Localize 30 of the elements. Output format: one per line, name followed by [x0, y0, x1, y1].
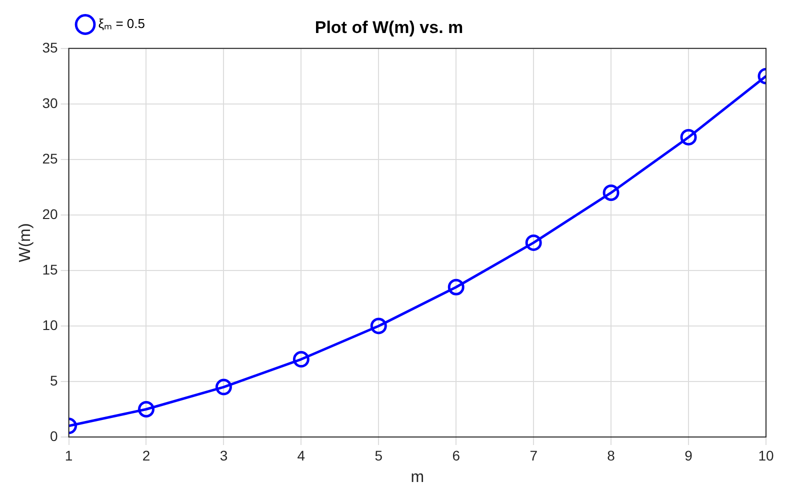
x-tick-label: 7	[530, 447, 538, 464]
y-tick-label: 20	[42, 206, 58, 222]
point	[680, 128, 697, 146]
x-tick-label: 2	[142, 447, 150, 464]
y-axis-title: W(m)	[17, 223, 34, 262]
x-axis-title: m	[410, 468, 424, 486]
point	[292, 351, 310, 368]
x-tick-label: 9	[684, 447, 693, 464]
x-tick-label: 10	[758, 447, 774, 464]
y-tick-label: 5	[50, 372, 58, 388]
y-tick-label: 0	[50, 428, 58, 444]
x-tick-label: 8	[607, 447, 616, 464]
y-tick-label: 30	[42, 94, 58, 111]
x-tick-label: 4	[297, 447, 306, 464]
x-tick-label: 6	[452, 447, 460, 464]
y-tick-label: 25	[42, 150, 58, 166]
legend-label: ξₘ = 0.5	[98, 16, 145, 32]
point	[215, 378, 232, 396]
point	[138, 400, 154, 418]
y-tick-label: 15	[42, 261, 58, 278]
y-tick-label: 10	[42, 316, 58, 333]
chart-title: Plot of W(m) vs. m	[314, 18, 464, 37]
point	[602, 184, 620, 201]
y-tick-label: 35	[42, 39, 58, 56]
x-tick-label: 1	[64, 447, 73, 464]
x-tick-label: 5	[374, 447, 383, 464]
point	[525, 234, 542, 251]
point	[370, 318, 387, 334]
point	[448, 278, 464, 296]
x-tick-label: 3	[220, 447, 228, 464]
